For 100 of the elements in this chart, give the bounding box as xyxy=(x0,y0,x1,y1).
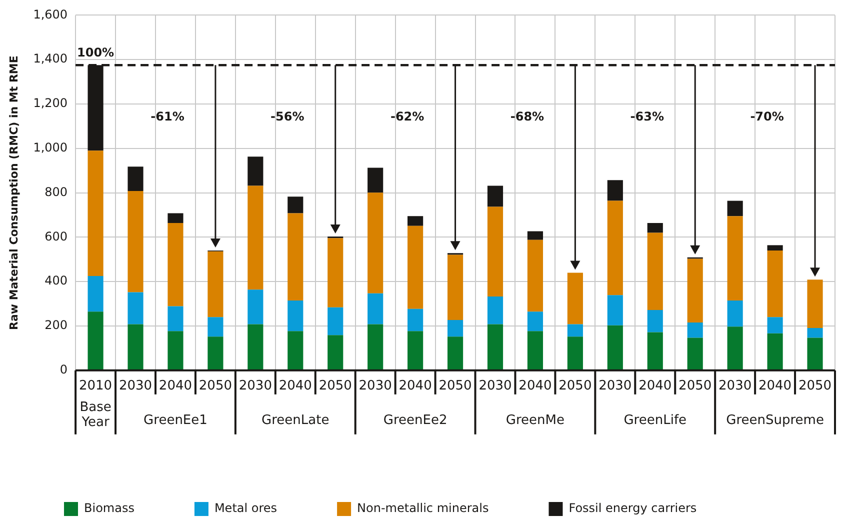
y-tick-label: 0 xyxy=(60,362,68,377)
legend-label: Fossil energy carriers xyxy=(568,501,697,516)
bar xyxy=(288,331,304,370)
bar xyxy=(527,240,544,312)
bar xyxy=(128,324,144,370)
x-tick-label: 2050 xyxy=(678,378,712,394)
bar xyxy=(487,296,504,324)
bar xyxy=(288,213,304,300)
legend-label: Biomass xyxy=(84,501,134,516)
bar xyxy=(128,292,144,324)
x-tick-label: 2040 xyxy=(158,378,192,394)
bar xyxy=(807,280,823,328)
annotation: -70% xyxy=(750,109,784,124)
annotation: 100% xyxy=(77,45,114,60)
bar xyxy=(168,213,184,223)
bar xyxy=(767,317,783,334)
x-tick-label: 2030 xyxy=(718,378,752,394)
bar xyxy=(288,196,304,214)
bar xyxy=(248,324,264,370)
bar xyxy=(607,200,623,296)
x-tick-label: 2030 xyxy=(358,378,392,394)
bar xyxy=(727,216,743,300)
bar xyxy=(447,336,464,370)
bar xyxy=(168,306,184,332)
bar xyxy=(88,150,104,276)
bar xyxy=(647,222,663,233)
bar xyxy=(408,226,424,309)
bar xyxy=(408,331,424,370)
y-tick-label: 800 xyxy=(44,184,68,199)
bar xyxy=(807,338,823,370)
bar xyxy=(368,324,384,370)
bar xyxy=(647,310,663,332)
x-tick-label: 2030 xyxy=(238,378,272,394)
bar xyxy=(767,333,783,370)
y-tick-label: 1,400 xyxy=(33,52,68,66)
y-tick-label: 1,600 xyxy=(33,7,68,22)
bar xyxy=(248,290,264,324)
bar xyxy=(607,325,623,370)
bar xyxy=(527,231,544,240)
bar xyxy=(368,192,384,294)
bar xyxy=(447,320,464,337)
y-axis-title: Raw Material Consumption (RMC) in Mt RME xyxy=(7,56,20,330)
x-tick-label: 2040 xyxy=(278,378,312,394)
bar xyxy=(567,336,583,370)
bar xyxy=(128,191,144,292)
bar xyxy=(767,245,783,251)
y-tick-label: 400 xyxy=(44,274,68,288)
bar xyxy=(567,324,583,337)
bar xyxy=(248,156,264,186)
bar xyxy=(607,180,623,201)
bar xyxy=(88,312,104,370)
bar xyxy=(647,332,663,370)
text: GreenLife xyxy=(624,412,687,428)
bar xyxy=(168,222,184,306)
bar xyxy=(767,250,783,318)
legend-label: Non-metallic minerals xyxy=(357,501,489,516)
text: GreenMe xyxy=(506,412,565,428)
x-tick-label: 2050 xyxy=(438,378,472,394)
bar xyxy=(128,166,144,192)
bar xyxy=(208,317,224,337)
bar xyxy=(368,168,384,193)
bar xyxy=(487,324,504,370)
x-tick-label: 2040 xyxy=(638,378,672,394)
x-tick-label: 2050 xyxy=(798,378,832,394)
x-tick-label: 2030 xyxy=(478,378,512,394)
annotation: -61% xyxy=(150,109,184,124)
text: GreenEe2 xyxy=(383,412,448,428)
bar xyxy=(408,216,424,226)
bar xyxy=(88,276,104,312)
y-tick-label: 1,200 xyxy=(33,96,68,110)
bar xyxy=(487,206,504,296)
bar xyxy=(208,336,224,370)
bar xyxy=(208,251,224,318)
bar xyxy=(168,331,184,370)
x-tick-label: 2040 xyxy=(758,378,792,394)
bar xyxy=(727,300,743,327)
bar xyxy=(248,186,264,290)
y-tick-label: 200 xyxy=(44,318,68,332)
x-tick-label: 2010 xyxy=(78,378,112,394)
bar xyxy=(727,326,743,370)
bar xyxy=(447,254,464,320)
x-tick-label: 2050 xyxy=(318,378,352,394)
x-tick-label: 2050 xyxy=(558,378,592,394)
x-tick-label: 2050 xyxy=(198,378,232,394)
bar xyxy=(288,300,304,332)
bar xyxy=(687,322,703,338)
annotation: -63% xyxy=(630,109,664,124)
bar xyxy=(647,232,663,310)
bar xyxy=(328,335,344,370)
x-tick-label: 2030 xyxy=(118,378,152,394)
bar xyxy=(527,312,544,332)
text: Base Year xyxy=(80,400,112,430)
annotation: -56% xyxy=(270,109,304,124)
x-tick-label: 2040 xyxy=(398,378,432,394)
bar xyxy=(328,307,344,336)
x-tick-label: 2030 xyxy=(598,378,632,394)
bar xyxy=(807,328,823,338)
bar xyxy=(487,186,504,207)
annotation: -62% xyxy=(390,109,424,124)
bar xyxy=(687,338,703,370)
